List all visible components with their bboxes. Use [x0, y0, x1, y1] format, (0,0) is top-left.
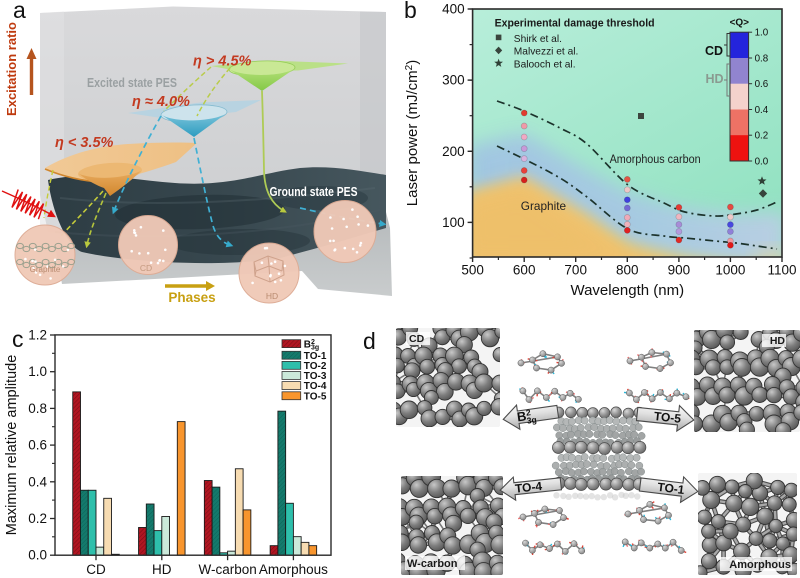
svg-text:CD: CD	[409, 333, 425, 345]
svg-text:900: 900	[668, 263, 691, 278]
svg-text:800: 800	[616, 263, 639, 278]
svg-text:Balooch et al.: Balooch et al.	[514, 59, 576, 70]
svg-text:HD: HD	[152, 562, 172, 577]
svg-text:1.0: 1.0	[28, 364, 47, 379]
svg-text:<Q>: <Q>	[730, 18, 750, 29]
svg-text:TO-4: TO-4	[514, 479, 543, 496]
svg-text:0.6: 0.6	[28, 438, 47, 453]
svg-text:W-carbon: W-carbon	[198, 562, 256, 577]
svg-text:HD: HD	[770, 335, 786, 347]
svg-text:200: 200	[442, 144, 465, 159]
svg-text:B23g: B23g	[304, 339, 319, 352]
svg-text:η < 3.5%: η < 3.5%	[55, 135, 114, 151]
svg-text:Ground state PES: Ground state PES	[270, 185, 358, 199]
svg-text:Shirk et al.: Shirk et al.	[514, 34, 562, 45]
svg-text:Wavelength (nm): Wavelength (nm)	[570, 282, 684, 299]
svg-text:0.6: 0.6	[755, 79, 769, 90]
svg-text:a: a	[13, 0, 26, 23]
svg-text:0.4: 0.4	[28, 474, 47, 489]
svg-text:Excited state PES: Excited state PES	[87, 76, 177, 90]
svg-text:Graphite: Graphite	[521, 199, 567, 213]
svg-text:CD: CD	[705, 44, 723, 58]
svg-text:d: d	[363, 328, 376, 354]
svg-text:W-carbon: W-carbon	[407, 558, 458, 570]
svg-text:0.0: 0.0	[28, 548, 47, 563]
svg-text:1100: 1100	[767, 263, 796, 278]
svg-text:Experimental damage threshold: Experimental damage threshold	[495, 18, 655, 30]
svg-text:300: 300	[442, 73, 465, 88]
svg-text:c: c	[12, 326, 24, 352]
svg-text:b: b	[404, 0, 417, 23]
svg-text:Amorphous carbon: Amorphous carbon	[610, 152, 701, 166]
svg-text:Amorphous: Amorphous	[259, 562, 328, 577]
svg-text:Laser power (mJ/cm2): Laser power (mJ/cm2)	[404, 60, 422, 206]
svg-text:TO-5: TO-5	[304, 391, 327, 402]
svg-text:HD: HD	[706, 72, 724, 86]
svg-text:1.0: 1.0	[755, 28, 769, 39]
svg-text:0.8: 0.8	[755, 54, 769, 65]
svg-text:0.2: 0.2	[755, 131, 769, 142]
svg-text:600: 600	[513, 263, 536, 278]
svg-text:0.4: 0.4	[755, 105, 769, 116]
svg-text:500: 500	[461, 263, 484, 278]
svg-text:TO-1: TO-1	[657, 480, 686, 497]
svg-text:Excitation ratio: Excitation ratio	[4, 22, 19, 116]
svg-text:CD: CD	[140, 263, 152, 273]
svg-text:HD: HD	[266, 291, 278, 301]
svg-text:700: 700	[564, 263, 587, 278]
svg-text:TO-3: TO-3	[304, 371, 327, 382]
svg-text:TO-4: TO-4	[304, 381, 327, 392]
svg-text:CD: CD	[86, 562, 106, 577]
svg-text:TO-5: TO-5	[653, 409, 682, 426]
svg-text:0.8: 0.8	[28, 401, 47, 416]
svg-text:TO-2: TO-2	[304, 361, 327, 372]
svg-text:η ≈ 4.0%: η ≈ 4.0%	[132, 94, 190, 110]
svg-text:0.0: 0.0	[755, 157, 769, 168]
svg-text:TO-1: TO-1	[304, 351, 327, 362]
svg-text:Phases: Phases	[168, 290, 215, 305]
svg-text:Amorphous: Amorphous	[729, 559, 791, 571]
svg-text:1.2: 1.2	[28, 328, 47, 343]
svg-text:1000: 1000	[715, 263, 745, 278]
svg-text:400: 400	[442, 2, 465, 17]
svg-text:Maximum relative amplitude: Maximum relative amplitude	[4, 355, 20, 536]
svg-text:Malvezzi et al.: Malvezzi et al.	[514, 47, 579, 58]
svg-text:Graphite: Graphite	[30, 265, 61, 274]
svg-text:0.2: 0.2	[28, 511, 47, 526]
svg-text:100: 100	[442, 215, 465, 230]
svg-text:η > 4.5%: η > 4.5%	[193, 54, 252, 70]
